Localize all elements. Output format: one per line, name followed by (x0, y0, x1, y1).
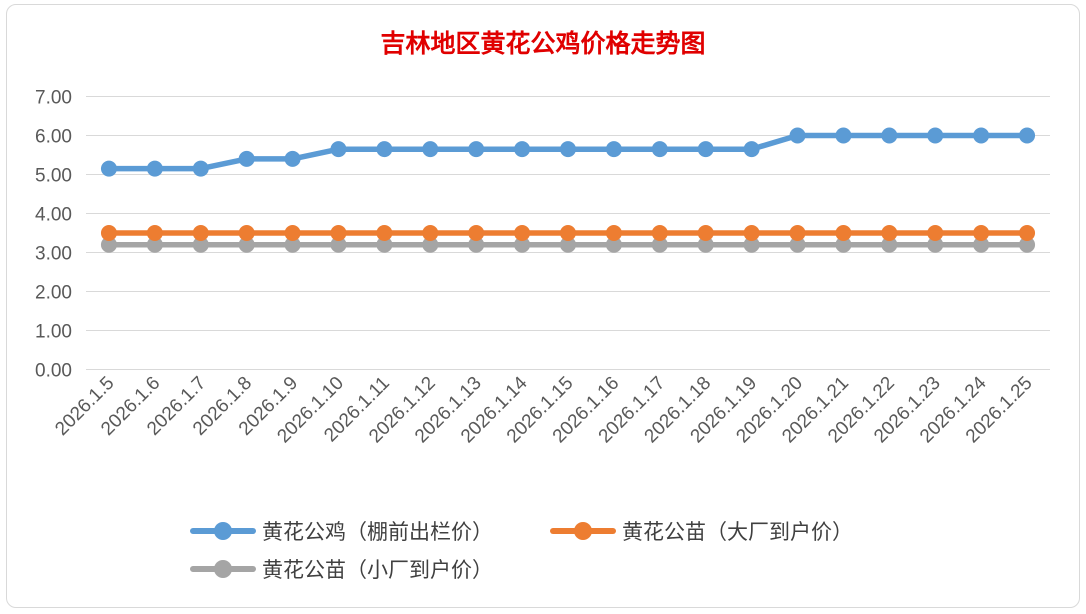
data-point (835, 225, 852, 241)
data-point (789, 236, 806, 253)
data-point (330, 236, 347, 253)
data-point (1019, 127, 1036, 144)
data-point (238, 236, 255, 253)
data-point (697, 141, 714, 158)
data-point (100, 236, 117, 253)
data-point (651, 225, 668, 241)
data-point (789, 127, 806, 144)
data-point (560, 225, 576, 241)
data-point (422, 141, 439, 158)
chart-title: 吉林地区黄花公鸡价格走势图 (380, 29, 706, 58)
data-point (468, 225, 485, 241)
data-point (422, 225, 439, 241)
data-point (927, 236, 944, 253)
data-point (697, 225, 714, 241)
y-tick-label: 2.00 (35, 283, 72, 304)
data-point (927, 225, 944, 241)
data-point (284, 150, 301, 167)
legend-label-1: 黄花公鸡（棚前出栏价） (262, 520, 493, 544)
data-point (605, 225, 622, 241)
data-point (605, 141, 622, 158)
data-point (651, 236, 668, 253)
data-point (881, 225, 898, 241)
data-point (560, 141, 576, 158)
data-point (927, 127, 944, 144)
legend-item-1: 黄花公鸡（棚前出栏价） (190, 516, 493, 546)
data-point (100, 160, 117, 177)
data-point (238, 225, 255, 241)
data-point (514, 141, 531, 158)
data-point (468, 141, 485, 158)
data-point (651, 141, 668, 158)
data-point (192, 225, 209, 241)
legend-label-3: 黄花公苗（小厂到户价） (262, 558, 493, 582)
data-point (146, 236, 163, 253)
legend-swatch-1 (190, 521, 256, 541)
data-point (743, 236, 760, 253)
data-point (743, 141, 760, 158)
data-point (697, 236, 714, 253)
data-point (192, 160, 209, 177)
data-point (973, 225, 990, 241)
data-point (238, 150, 255, 167)
y-tick-label: 1.00 (35, 322, 72, 343)
data-point (835, 236, 852, 253)
data-point (376, 141, 393, 158)
legend-label-2: 黄花公苗（大厂到户价） (622, 520, 853, 544)
data-point (422, 236, 439, 253)
y-tick-label: 0.00 (35, 361, 72, 382)
y-tick-label: 6.00 (35, 127, 72, 148)
data-point (330, 141, 347, 158)
data-point (330, 225, 347, 241)
data-point (973, 127, 990, 144)
data-point (514, 236, 531, 253)
chart-frame (6, 4, 1080, 608)
data-point (284, 236, 301, 253)
data-point (881, 127, 898, 144)
legend-item-3: 黄花公苗（小厂到户价） (190, 554, 493, 584)
data-point (560, 236, 576, 253)
data-point (100, 225, 117, 241)
data-point (835, 127, 852, 144)
data-point (1019, 236, 1036, 253)
data-point (146, 160, 163, 177)
y-tick-label: 5.00 (35, 166, 72, 187)
legend-item-2: 黄花公苗（大厂到户价） (550, 516, 853, 546)
data-point (1019, 225, 1036, 241)
y-tick-label: 3.00 (35, 244, 72, 265)
data-point (514, 225, 531, 241)
data-point (192, 236, 209, 253)
data-point (789, 225, 806, 241)
legend-swatch-3 (190, 559, 256, 579)
data-point (376, 236, 393, 253)
y-tick-label: 7.00 (35, 88, 72, 109)
y-tick-label: 4.00 (35, 205, 72, 226)
data-point (376, 225, 393, 241)
data-point (743, 225, 760, 241)
data-point (284, 225, 301, 241)
legend-swatch-2 (550, 521, 616, 541)
data-point (146, 225, 163, 241)
data-point (468, 236, 485, 253)
data-point (973, 236, 990, 253)
data-point (605, 236, 622, 253)
data-point (881, 236, 898, 253)
